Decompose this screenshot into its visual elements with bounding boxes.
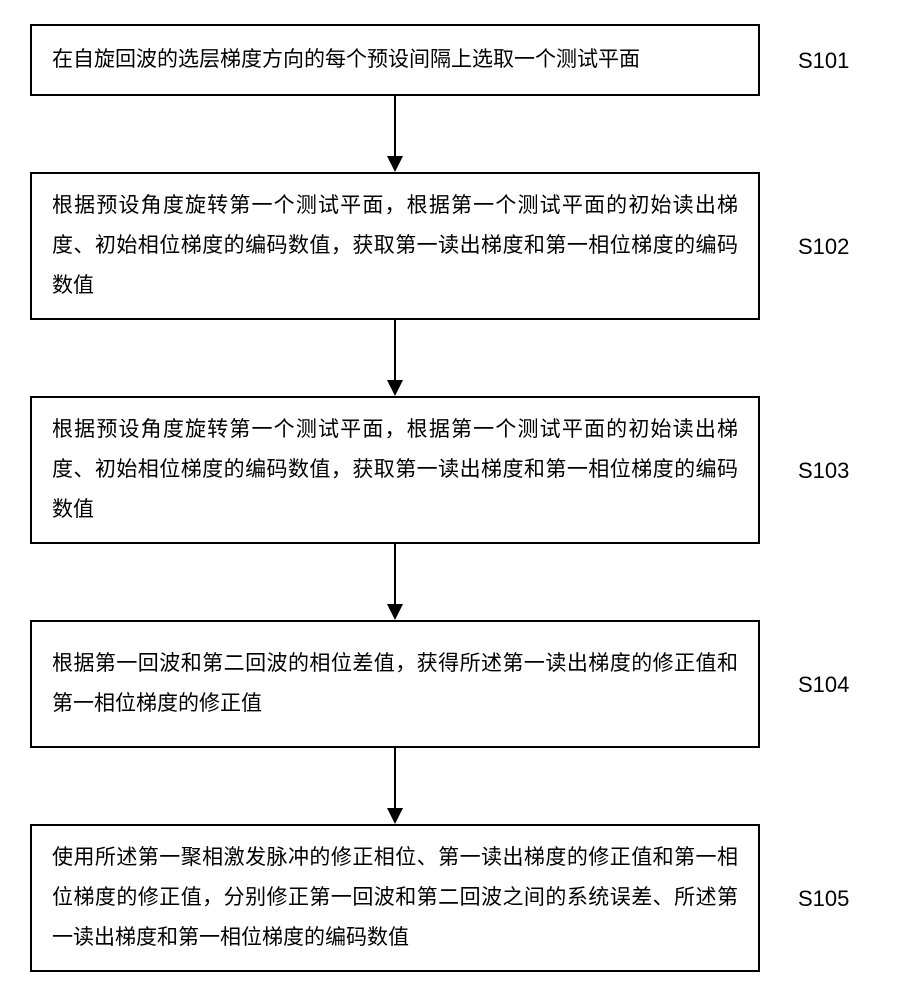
flowchart-container: 在自旋回波的选层梯度方向的每个预设间隔上选取一个测试平面 S101 根据预设角度… [0,0,918,1000]
arrow-head-icon [387,808,403,824]
flow-node-s101: 在自旋回波的选层梯度方向的每个预设间隔上选取一个测试平面 [30,24,760,96]
flow-label-s101: S101 [798,48,849,74]
flow-label-s104: S104 [798,672,849,698]
arrow-line [394,96,396,156]
flow-label-s102: S102 [798,234,849,260]
flow-node-s103: 根据预设角度旋转第一个测试平面，根据第一个测试平面的初始读出梯度、初始相位梯度的… [30,396,760,544]
flow-node-s102: 根据预设角度旋转第一个测试平面，根据第一个测试平面的初始读出梯度、初始相位梯度的… [30,172,760,320]
arrow-head-icon [387,604,403,620]
flow-node-text: 根据预设角度旋转第一个测试平面，根据第一个测试平面的初始读出梯度、初始相位梯度的… [52,410,738,530]
flow-label-s103: S103 [798,458,849,484]
flow-node-text: 根据预设角度旋转第一个测试平面，根据第一个测试平面的初始读出梯度、初始相位梯度的… [52,186,738,306]
flow-node-s105: 使用所述第一聚相激发脉冲的修正相位、第一读出梯度的修正值和第一相位梯度的修正值，… [30,824,760,972]
arrow-head-icon [387,380,403,396]
arrow-line [394,544,396,604]
flow-node-text: 在自旋回波的选层梯度方向的每个预设间隔上选取一个测试平面 [52,40,738,80]
flow-node-text: 使用所述第一聚相激发脉冲的修正相位、第一读出梯度的修正值和第一相位梯度的修正值，… [52,838,738,958]
arrow-line [394,748,396,808]
flow-label-s105: S105 [798,886,849,912]
flow-node-s104: 根据第一回波和第二回波的相位差值，获得所述第一读出梯度的修正值和第一相位梯度的修… [30,620,760,748]
flow-node-text: 根据第一回波和第二回波的相位差值，获得所述第一读出梯度的修正值和第一相位梯度的修… [52,644,738,724]
arrow-line [394,320,396,380]
arrow-head-icon [387,156,403,172]
